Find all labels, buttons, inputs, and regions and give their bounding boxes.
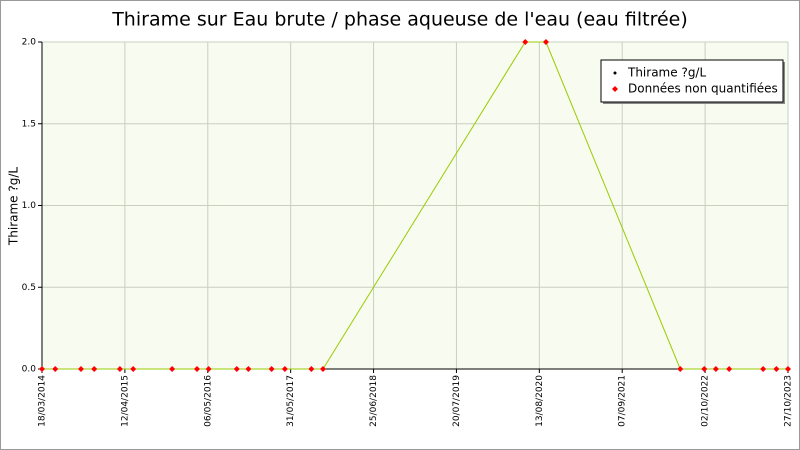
x-tick-label: 25/06/2018 bbox=[369, 375, 379, 427]
x-tick-label: 07/09/2021 bbox=[618, 375, 628, 427]
legend bbox=[600, 59, 784, 103]
point bbox=[701, 366, 708, 372]
x-tick-label: 13/08/2020 bbox=[535, 375, 545, 427]
x-tick-label: 31/05/2017 bbox=[286, 375, 296, 427]
legend-label: Thirame ?g/L bbox=[627, 66, 706, 80]
point bbox=[91, 366, 98, 372]
point bbox=[677, 366, 684, 372]
point bbox=[169, 366, 176, 372]
point bbox=[760, 366, 767, 372]
y-tick-label: 1.5 bbox=[22, 119, 36, 129]
point bbox=[233, 366, 240, 372]
x-tick-label: 02/10/2022 bbox=[701, 375, 711, 427]
point bbox=[712, 366, 719, 372]
point bbox=[726, 366, 733, 372]
point bbox=[130, 366, 137, 372]
y-tick-label: 1.0 bbox=[22, 201, 37, 211]
y-axis-label: Thirame ?g/L bbox=[7, 167, 21, 246]
legend-marker bbox=[613, 71, 617, 75]
point bbox=[785, 366, 791, 372]
point bbox=[39, 366, 45, 372]
point bbox=[522, 39, 529, 45]
point bbox=[319, 366, 326, 372]
x-tick-label: 12/04/2015 bbox=[120, 375, 130, 427]
y-tick-label: 0.5 bbox=[22, 283, 36, 293]
x-tick-label: 20/07/2019 bbox=[452, 375, 462, 427]
point bbox=[245, 366, 252, 372]
point bbox=[268, 366, 275, 372]
point bbox=[773, 366, 780, 372]
point bbox=[77, 366, 84, 372]
point bbox=[542, 39, 549, 45]
point bbox=[308, 366, 315, 372]
legend-label: Données non quantifiées bbox=[628, 82, 778, 96]
point bbox=[116, 366, 123, 372]
point bbox=[52, 366, 59, 372]
y-tick-label: 2.0 bbox=[22, 38, 37, 48]
point bbox=[205, 366, 212, 372]
x-tick-label: 18/03/2014 bbox=[38, 375, 48, 427]
chart-title: Thirame sur Eau brute / phase aqueuse de… bbox=[111, 9, 688, 31]
legend-marker bbox=[612, 86, 618, 92]
x-tick-label: 27/10/2023 bbox=[784, 375, 794, 427]
x-tick-label: 06/05/2016 bbox=[203, 375, 213, 427]
point bbox=[281, 366, 288, 372]
point bbox=[194, 366, 201, 372]
y-tick-label: 0.0 bbox=[22, 365, 37, 375]
